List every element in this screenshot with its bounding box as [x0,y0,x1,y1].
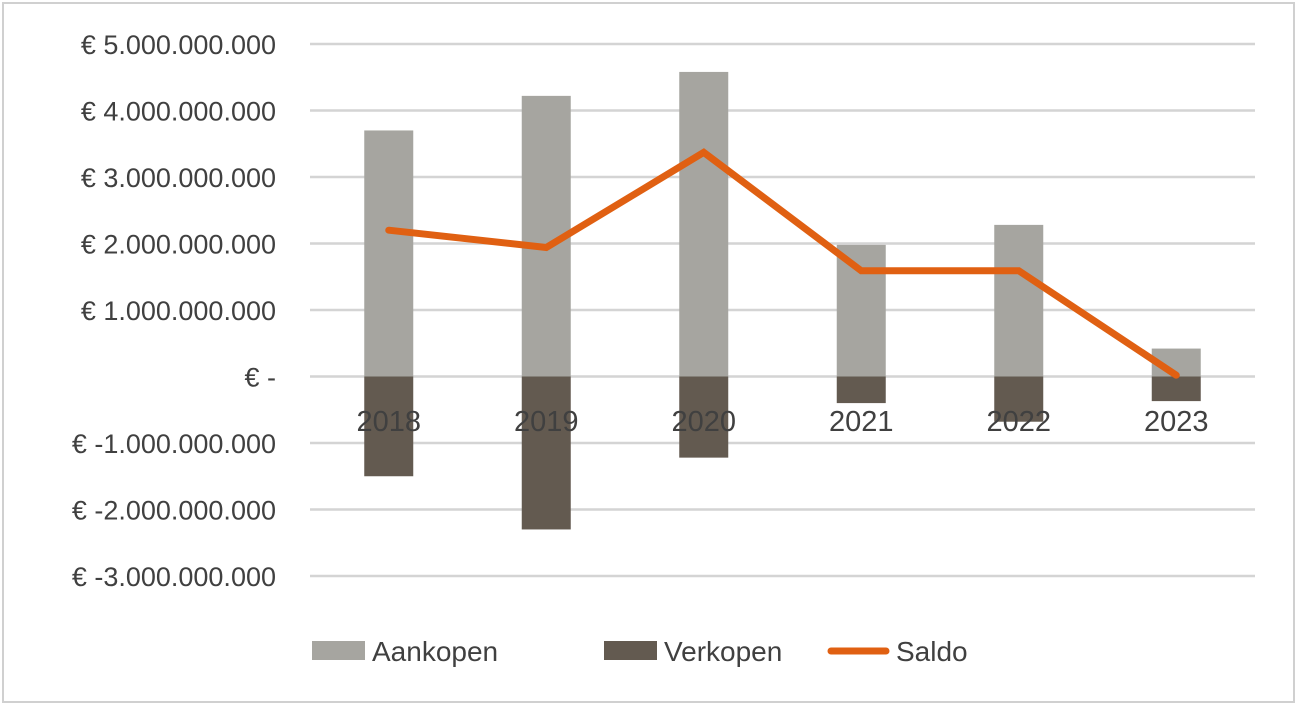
x-axis-ticks: 2018 2019 2020 2021 2022 2023 [356,406,1208,438]
legend-item-saldo: Saldo [827,636,968,667]
y-tick-label: € 4.000.000.000 [81,97,276,127]
legend-swatch-aankopen [312,641,365,660]
bar-verkopen-2023 [1151,376,1201,402]
x-tick-label: 2020 [671,406,736,438]
bar-aankopen-2021 [836,244,886,377]
y-tick-label: € - [244,363,276,393]
y-tick-label: € 3.000.000.000 [81,163,276,193]
saldo-line-series [385,148,1180,379]
x-tick-label: 2023 [1144,406,1209,438]
legend-item-aankopen: Aankopen [312,636,498,667]
line-saldo [385,148,1180,379]
legend-item-verkopen: Verkopen [604,636,782,667]
bar-verkopen-2020 [679,376,729,458]
y-axis-ticks: € 5.000.000.000 € 4.000.000.000 € 3.000.00… [72,30,276,592]
bar-verkopen-2019 [521,376,571,530]
y-tick-label: € 1.000.000.000 [81,296,276,326]
y-tick-label: € -3.000.000.000 [72,562,276,592]
y-tick-label: € 5.000.000.000 [81,30,276,60]
bar-verkopen-2021 [836,376,886,404]
legend-label-saldo: Saldo [896,636,968,667]
legend-label-verkopen: Verkopen [664,636,782,667]
legend-label-aankopen: Aankopen [372,636,498,667]
y-tick-label: € -1.000.000.000 [72,429,276,459]
legend-swatch-verkopen [604,641,657,660]
bar-series [364,71,1201,530]
bar-aankopen-2020 [679,71,729,377]
legend: Aankopen Verkopen Saldo [312,636,968,667]
bar-verkopen-2018 [364,376,414,477]
bar-aankopen-2022 [994,224,1044,377]
y-tick-label: € -2.000.000.000 [72,496,276,526]
x-tick-label: 2022 [986,406,1051,438]
x-tick-label: 2018 [356,406,421,438]
bar-verkopen-2022 [994,376,1044,422]
bar-aankopen-2018 [364,130,414,377]
x-tick-label: 2021 [829,406,894,438]
y-tick-label: € 2.000.000.000 [81,230,276,260]
gridlines [310,42,1255,578]
x-tick-label: 2019 [514,406,579,438]
